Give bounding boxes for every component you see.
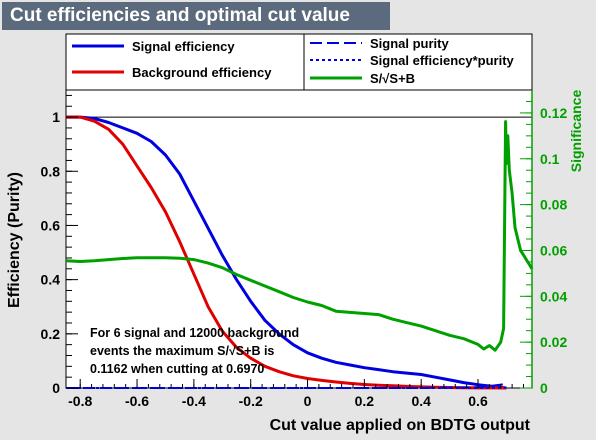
x-tick-label: -0.4 (182, 393, 206, 409)
annotation-line3: 0.1162 when cutting at 0.6970 (90, 362, 264, 376)
x-tick-label: 0.6 (468, 393, 488, 409)
legend-label-3: Signal purity (370, 36, 450, 51)
annotation-line1: For 6 signal and 12000 background (90, 326, 299, 340)
legend-label-4: Signal efficiency*purity (370, 53, 515, 68)
x-tick-label: 0.4 (411, 393, 431, 409)
legend-right (303, 33, 533, 91)
series-line-5 (65, 120, 534, 352)
y-axis-label: Efficiency (Purity) (6, 172, 23, 308)
x-tick-label: -0.8 (68, 393, 92, 409)
chart-title: Cut efficiencies and optimal cut value (2, 2, 390, 30)
y2-axis-label: Significance (568, 90, 584, 173)
y2-axis: 0 0.02 0.04 0.06 0.08 0.1 0.12 (520, 90, 567, 396)
y2-tick-label: 0.12 (540, 105, 567, 121)
x-axis-label: Cut value applied on BDTG output (270, 417, 531, 434)
y2-tick-label: 0.1 (540, 151, 560, 167)
y2-tick-label: 0.04 (540, 288, 567, 304)
x-axis: -0.8 -0.6 -0.4 -0.2 0 0.2 0.4 0.6 (68, 379, 524, 409)
plot-frame (65, 89, 533, 389)
y-tick-label: 0.6 (41, 217, 61, 233)
y2-tick-label: 0.02 (540, 334, 567, 350)
y-tick-label: 0.2 (41, 326, 61, 342)
y-axis: 0 0.2 0.4 0.6 0.8 1 (41, 94, 78, 396)
y2-tick-label: 0 (540, 380, 548, 396)
y-tick-label: 1 (52, 109, 60, 125)
legend-label-5: S/√S+B (370, 71, 415, 86)
y-tick-label: 0 (52, 380, 60, 396)
y2-tick-label: 0.06 (540, 242, 567, 258)
x-tick-label: -0.6 (125, 393, 149, 409)
legend-label-2: Background efficiency (132, 65, 272, 80)
annotation-line2: events the maximum S/√S+B is (90, 344, 274, 358)
x-tick-label: -0.2 (239, 393, 263, 409)
y-tick-label: 0.4 (41, 272, 61, 288)
x-tick-label: 0 (304, 393, 312, 409)
y-tick-label: 0.8 (41, 163, 61, 179)
y2-tick-label: 0.08 (540, 197, 567, 213)
x-tick-label: 0.2 (355, 393, 375, 409)
series-line-1 (66, 115, 507, 390)
legend-label-1: Signal efficiency (132, 39, 235, 54)
